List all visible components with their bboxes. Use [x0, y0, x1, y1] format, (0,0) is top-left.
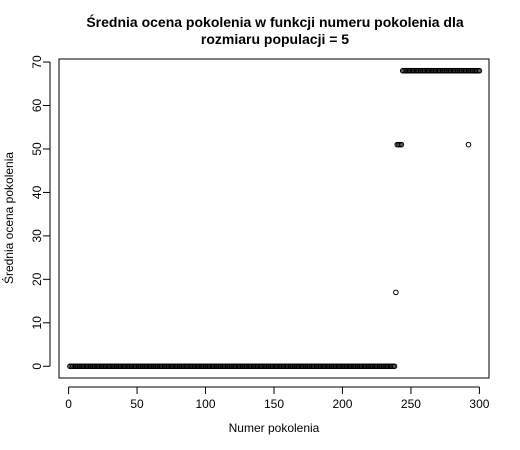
x-tick-label: 200 — [332, 397, 352, 411]
y-axis: 0 10 20 30 40 50 60 70 — [30, 55, 51, 370]
data-point — [391, 363, 398, 370]
data-points — [67, 67, 483, 370]
x-axis: 0 50 100 150 200 250 300 — [65, 386, 490, 411]
y-tick-label: 20 — [30, 272, 44, 286]
x-tick-label: 250 — [401, 397, 421, 411]
data-point — [398, 141, 405, 148]
y-tick-label: 0 — [30, 363, 44, 370]
y-tick-label: 30 — [30, 229, 44, 243]
x-tick-label: 300 — [469, 397, 489, 411]
plot-frame — [58, 58, 490, 379]
y-tick-label: 60 — [30, 99, 44, 113]
x-tick-label: 50 — [130, 397, 144, 411]
x-tick-label: 0 — [65, 397, 72, 411]
y-axis-label: Średnia ocena pokolenia — [1, 152, 16, 284]
x-axis-label: Numer pokolenia — [229, 421, 320, 435]
y-tick-label: 10 — [30, 316, 44, 330]
x-tick-label: 150 — [264, 397, 284, 411]
chart-subtitle: rozmiaru populacji = 5 — [201, 31, 349, 47]
data-point — [465, 141, 472, 148]
chart-title: Średnia ocena pokolenia w funkcji numeru… — [86, 13, 464, 30]
y-tick-label: 50 — [30, 142, 44, 156]
y-tick-label: 40 — [30, 185, 44, 199]
data-point — [476, 67, 483, 74]
y-tick-label: 70 — [30, 55, 44, 69]
data-point — [393, 289, 399, 296]
x-tick-label: 100 — [196, 397, 216, 411]
